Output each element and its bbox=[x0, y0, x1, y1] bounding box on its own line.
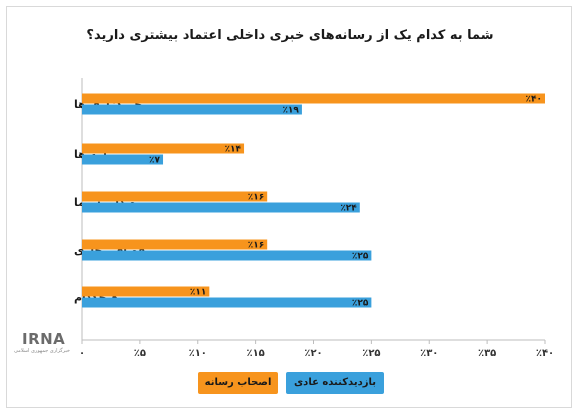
bar-value-label: ٪۱۶ bbox=[248, 241, 264, 251]
x-tick-label: ۰ bbox=[79, 348, 85, 359]
logo-subtitle: خبرگزاری جمهوری اسلامی bbox=[14, 348, 70, 354]
legend-item-media: اصحاب رسانه bbox=[198, 372, 278, 394]
x-tick-label: ٪۵ bbox=[134, 348, 146, 359]
x-tick-label: ٪۳۵ bbox=[478, 348, 496, 359]
bar-value-label: ٪۲۵ bbox=[352, 299, 369, 309]
bar-value-label: ٪۴۰ bbox=[526, 95, 542, 105]
legend-label-visitors: بازدیدکننده عادی bbox=[294, 377, 376, 388]
bar-value-label: ٪۷ bbox=[149, 156, 160, 166]
x-tick-label: ٪۱۰ bbox=[189, 348, 207, 359]
bar-media bbox=[82, 191, 268, 202]
bar-media bbox=[82, 93, 545, 104]
bar-visitors bbox=[82, 154, 164, 165]
bar-value-label: ٪۱۹ bbox=[282, 106, 299, 116]
bar-visitors bbox=[82, 297, 372, 308]
x-tick-label: ٪۳۰ bbox=[420, 348, 438, 359]
chart-title: شما به کدام یک از رسانه‌های خبری داخلی ا… bbox=[86, 28, 494, 43]
bar-media bbox=[82, 143, 245, 154]
legend-item-visitors: بازدیدکننده عادی bbox=[286, 372, 384, 394]
x-tick-label: ٪۴۰ bbox=[536, 348, 554, 359]
x-tick-label: ٪۲۵ bbox=[362, 348, 380, 359]
bar-visitors bbox=[82, 202, 360, 213]
bar-media bbox=[82, 239, 268, 250]
bar-value-label: ٪۱۱ bbox=[190, 288, 206, 298]
bar-value-label: ٪۱۶ bbox=[248, 193, 264, 203]
bar-value-label: ٪۲۴ bbox=[340, 204, 357, 214]
x-tick-label: ٪۲۰ bbox=[304, 348, 322, 359]
x-tick-label: ٪۱۵ bbox=[246, 348, 264, 359]
bar-visitors bbox=[82, 104, 302, 115]
legend-label-media: اصحاب رسانه bbox=[204, 377, 272, 388]
bar-value-label: ٪۲۵ bbox=[352, 252, 369, 262]
bar-media bbox=[82, 286, 210, 297]
bar-visitors bbox=[82, 250, 372, 261]
logo-text: IRNA bbox=[22, 330, 66, 348]
bar-value-label: ٪۱۴ bbox=[225, 145, 242, 155]
